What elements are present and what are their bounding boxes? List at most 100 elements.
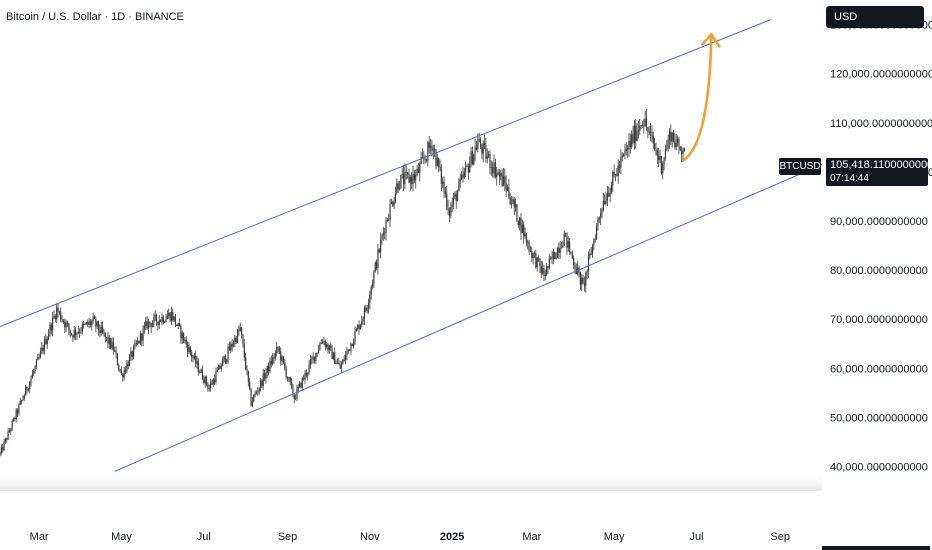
candle-body <box>593 240 595 245</box>
candle-body <box>622 153 625 156</box>
candle-body <box>97 321 100 331</box>
candle-body <box>459 179 461 182</box>
candle-body <box>112 342 114 351</box>
candle-body <box>394 193 397 202</box>
candle-body <box>432 148 434 151</box>
candle-body <box>594 239 596 241</box>
candlestick-series <box>0 108 685 457</box>
candle-body <box>262 373 264 386</box>
candle-body <box>350 343 352 351</box>
last-price-value: 105,418.1100000000 <box>830 159 932 171</box>
candle-body <box>672 132 675 141</box>
candle-body <box>65 322 67 328</box>
candle-body <box>249 381 251 389</box>
candle-body <box>126 363 128 372</box>
candle-body <box>664 148 667 159</box>
candle-body <box>519 217 521 226</box>
candle-body <box>41 347 43 352</box>
y-tick-label: 120,000.0000000000 <box>830 69 932 81</box>
candle-body <box>517 221 519 226</box>
candle-body <box>386 220 388 222</box>
candle-body <box>191 352 193 358</box>
candle-body <box>257 391 259 393</box>
currency-button[interactable]: USD <box>826 6 924 28</box>
candle-body <box>174 316 177 325</box>
candle-body <box>261 380 263 386</box>
candle-body <box>93 316 96 319</box>
symbol-label: BTCUSD <box>779 158 821 175</box>
candle-body <box>187 344 189 353</box>
candle-body <box>597 219 599 227</box>
candle-body <box>224 356 227 363</box>
candle-body <box>475 147 478 150</box>
candle-body <box>259 380 262 389</box>
time-axis[interactable]: Mar May Jul Sep Nov 2025 Mar May Jul Sep <box>30 531 790 543</box>
price-axis[interactable]: 130,000.0000000000120,000.0000000000110,… <box>830 20 932 474</box>
candle-body <box>315 352 317 361</box>
candle-body <box>331 347 333 359</box>
candle-body <box>211 383 213 385</box>
candle-body <box>493 162 495 174</box>
candle-body <box>0 453 1 455</box>
candle-body <box>357 325 359 329</box>
candle-body <box>366 307 368 311</box>
candle-body <box>413 173 415 181</box>
candle-body <box>458 181 460 192</box>
candle-body <box>193 355 195 359</box>
candle-body <box>381 235 383 240</box>
candle-body <box>679 146 681 150</box>
candle-body <box>598 217 600 220</box>
candle-body <box>189 346 191 353</box>
candle-body <box>568 241 571 252</box>
candle-body <box>253 395 255 402</box>
candle-body <box>489 154 491 168</box>
candle-body <box>392 201 394 206</box>
candle-body <box>2 447 4 450</box>
candle-body <box>215 372 217 383</box>
candle-body <box>236 330 239 343</box>
candle-body <box>219 365 221 369</box>
candle-body <box>628 140 630 150</box>
candle-body <box>195 355 197 365</box>
candle-body <box>601 208 603 214</box>
candle-body <box>218 365 220 371</box>
candle-body <box>591 244 594 255</box>
candle-body <box>96 321 98 327</box>
axis-resize-handle[interactable] <box>822 546 930 550</box>
candle-body <box>482 142 484 154</box>
candle-body <box>89 321 92 325</box>
candle-body <box>609 192 611 197</box>
candle-body <box>554 251 556 259</box>
candle-body <box>228 346 231 351</box>
candle-body <box>463 171 465 178</box>
candle-body <box>138 340 140 344</box>
candle-body <box>15 410 17 420</box>
candle-body <box>656 150 658 157</box>
candle-body <box>633 125 635 143</box>
candle-body <box>35 360 38 367</box>
candle-body <box>492 167 494 174</box>
candle-body <box>155 315 158 322</box>
candle-body <box>424 158 426 160</box>
candle-body <box>412 173 414 184</box>
candle-body <box>122 374 124 378</box>
candle-body <box>104 332 106 338</box>
candle-body <box>346 351 348 356</box>
candle-body <box>676 138 679 143</box>
y-tick-label: 90,000.0000000000 <box>830 216 928 228</box>
candle-body <box>258 388 260 392</box>
candle-body <box>73 329 75 338</box>
candle-body <box>52 316 54 331</box>
candle-body <box>11 421 13 430</box>
candle-body <box>477 141 479 150</box>
candle-body <box>551 257 553 259</box>
candle-body <box>145 321 147 327</box>
candle-body <box>247 370 249 382</box>
candle-body <box>632 134 634 143</box>
candle-body <box>583 282 586 286</box>
candle-body <box>654 143 656 149</box>
candle-body <box>49 324 51 335</box>
candle-body <box>575 269 577 274</box>
candle-body <box>101 326 104 333</box>
